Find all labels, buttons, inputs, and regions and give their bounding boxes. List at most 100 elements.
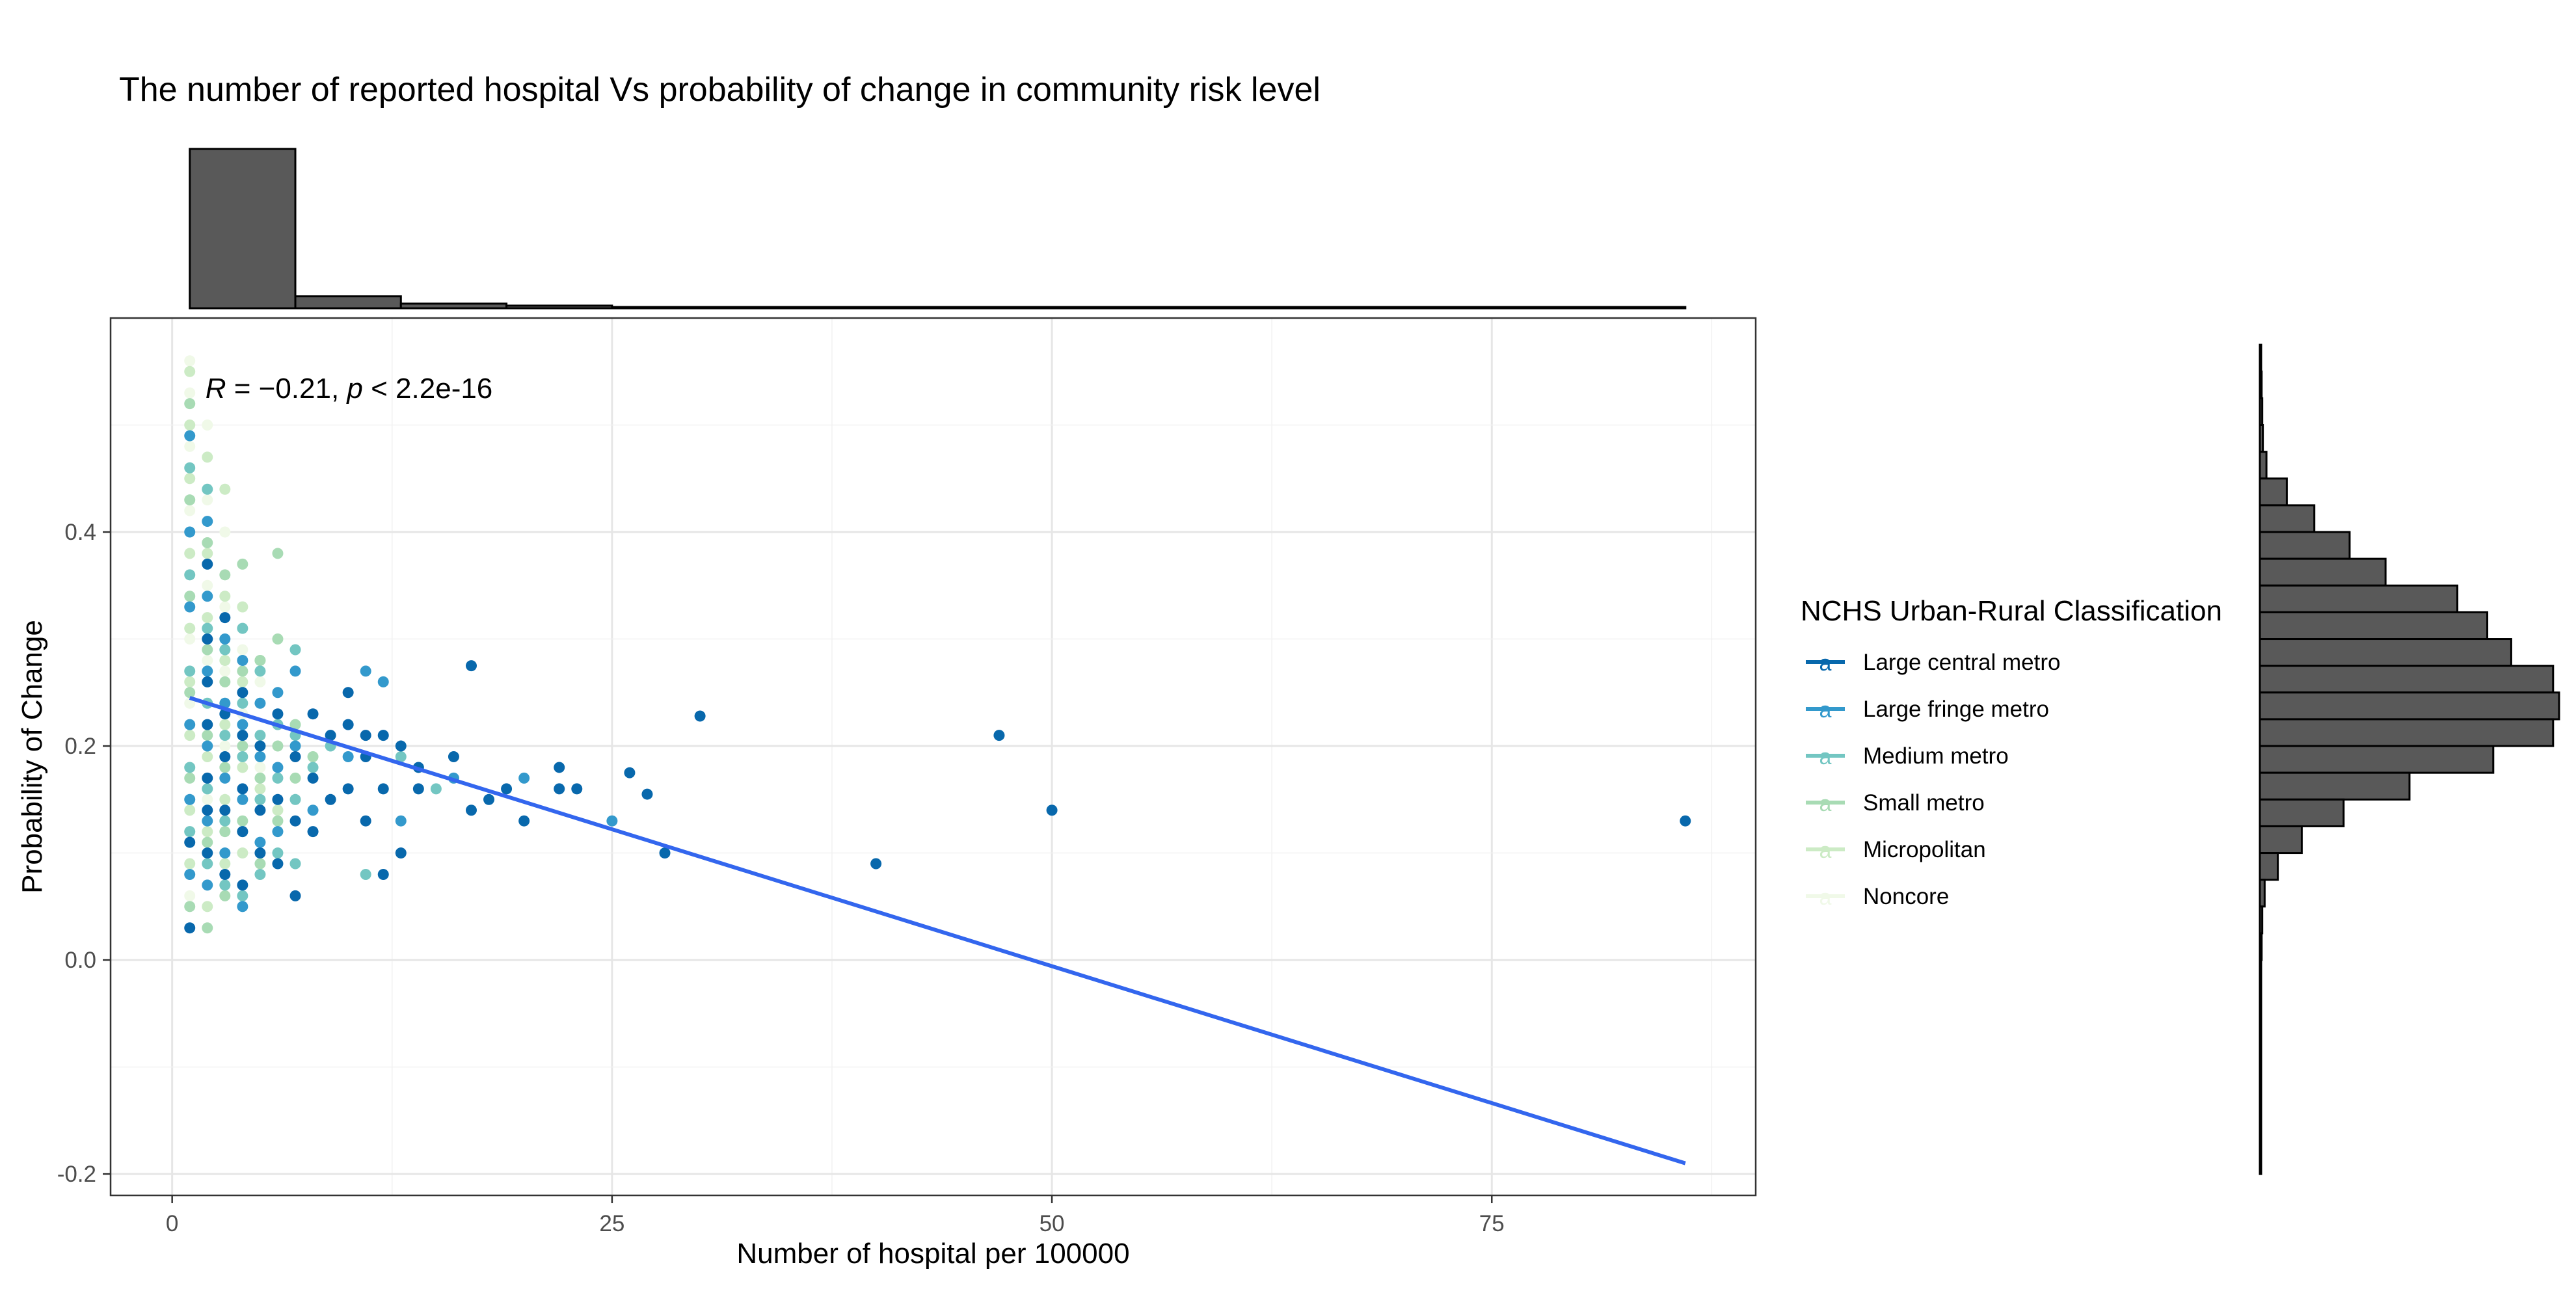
data-point — [307, 751, 319, 762]
data-point — [360, 730, 371, 741]
data-point — [254, 751, 266, 762]
data-point — [184, 805, 196, 816]
data-point — [219, 762, 231, 773]
data-point — [219, 569, 231, 581]
data-point — [554, 783, 565, 795]
data-point — [184, 676, 196, 687]
data-point — [184, 665, 196, 677]
data-point — [184, 719, 196, 730]
y-histogram-bar — [2259, 985, 2262, 1015]
data-point — [360, 665, 371, 677]
x-histogram-bar — [1033, 306, 1141, 310]
data-point — [254, 762, 266, 773]
legend-key-glyph: a — [1819, 698, 1832, 723]
data-point — [219, 676, 231, 687]
data-point — [465, 660, 477, 672]
data-point — [202, 805, 213, 816]
p-symbol: p — [345, 373, 362, 405]
data-point — [571, 783, 583, 795]
legend: NCHS Urban-Rural Classification a Large c… — [1801, 595, 2222, 910]
correlation-annotation: R = −0.21, p < 2.2e-16 — [206, 373, 493, 405]
data-point — [272, 772, 284, 784]
data-point — [202, 858, 213, 870]
y-histogram-bar — [2259, 1119, 2262, 1149]
data-point — [254, 805, 266, 816]
data-point — [184, 633, 196, 645]
data-point — [289, 644, 301, 656]
x-histogram-bar — [1561, 306, 1669, 310]
data-point — [202, 654, 213, 666]
data-point — [219, 879, 231, 891]
data-point — [237, 751, 248, 762]
data-point — [641, 788, 653, 800]
data-point — [184, 548, 196, 559]
data-point — [501, 783, 513, 795]
data-point — [202, 676, 213, 687]
grid-lines — [111, 318, 1756, 1195]
data-point — [219, 815, 231, 827]
data-point — [202, 815, 213, 827]
data-point — [202, 922, 213, 934]
y-histogram-bar — [2259, 798, 2345, 827]
y-histogram-bar — [2259, 584, 2459, 613]
y-histogram-bar — [2259, 557, 2387, 587]
data-point — [237, 815, 248, 827]
data-point — [202, 665, 213, 677]
x-axis-label: Number of hospital per 100000 — [736, 1238, 1129, 1270]
data-point — [184, 730, 196, 741]
data-point — [237, 676, 248, 687]
data-point — [289, 719, 301, 730]
legend-item: a Medium metro — [1806, 743, 2009, 769]
data-point — [289, 751, 301, 762]
data-point — [624, 767, 636, 779]
data-point — [184, 836, 196, 848]
data-point — [184, 622, 196, 634]
data-point — [272, 687, 284, 699]
data-point — [219, 868, 231, 880]
data-point — [254, 783, 266, 795]
data-point — [184, 687, 196, 699]
y-axis-label: Probability of Change — [16, 620, 48, 894]
data-point — [202, 826, 213, 838]
data-point — [254, 740, 266, 752]
data-point — [237, 730, 248, 741]
data-point — [342, 751, 354, 762]
legend-item: a Large central metro — [1806, 650, 2060, 676]
y-histogram-bar — [2259, 879, 2266, 908]
data-point — [184, 473, 196, 485]
data-point — [307, 772, 319, 784]
y-histogram-bar — [2259, 638, 2512, 667]
data-point — [254, 793, 266, 805]
data-point — [184, 868, 196, 880]
y-histogram-bar — [2259, 905, 2264, 935]
data-point — [219, 644, 231, 656]
data-point — [289, 740, 301, 752]
data-point — [395, 815, 407, 827]
y-tick-label: -0.2 — [57, 1162, 96, 1187]
y-histogram-bar — [2259, 1039, 2262, 1069]
data-point — [237, 644, 248, 656]
data-point — [237, 697, 248, 709]
legend-label: Large fringe metro — [1863, 697, 2049, 722]
data-point — [219, 890, 231, 901]
data-point — [202, 730, 213, 741]
data-point — [254, 665, 266, 677]
data-point — [202, 847, 213, 859]
y-histogram-bar — [2259, 343, 2262, 373]
data-point — [184, 505, 196, 516]
data-point — [254, 697, 266, 709]
data-point — [237, 687, 248, 699]
data-point — [202, 537, 213, 548]
data-point — [184, 772, 196, 784]
data-point — [237, 558, 248, 570]
x-tick-label: 25 — [599, 1211, 624, 1236]
data-point — [254, 847, 266, 859]
data-point — [483, 793, 495, 805]
data-point — [202, 579, 213, 591]
data-point — [272, 762, 284, 773]
p-value: < 2.2e-16 — [363, 373, 492, 405]
y-histogram-bar — [2259, 1146, 2262, 1175]
data-point — [377, 868, 389, 880]
data-point — [184, 387, 196, 399]
data-point — [219, 772, 231, 784]
